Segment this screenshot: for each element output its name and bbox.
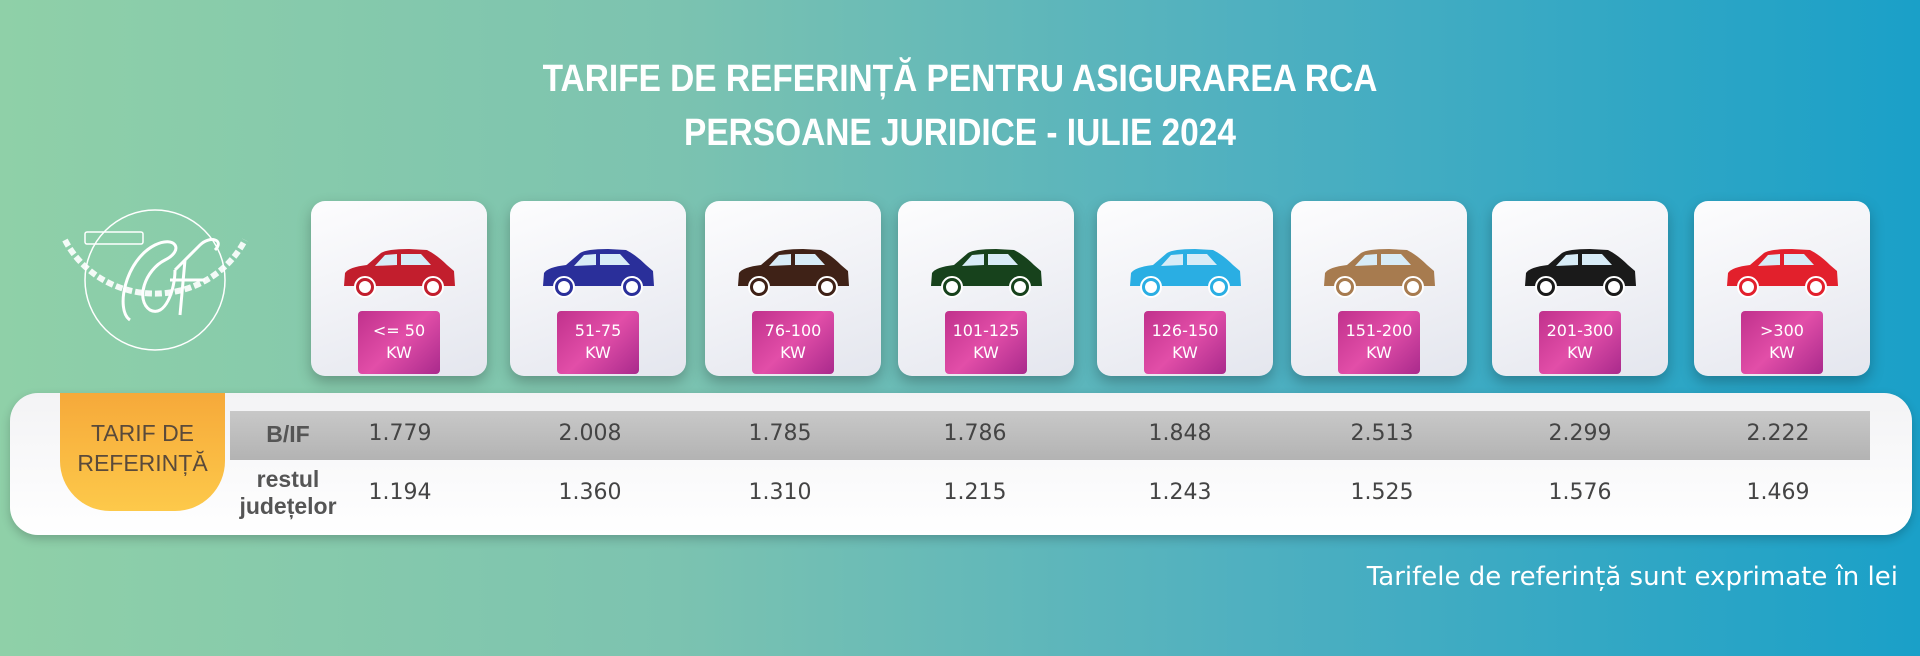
tariff-bif: 2.299: [1548, 421, 1612, 446]
tariff-bif: 1.785: [748, 421, 812, 446]
title-line-1: TARIFE DE REFERINȚĂ PENTRU ASIGURAREA RC…: [542, 58, 1378, 100]
power-unit: KW: [780, 343, 806, 362]
power-range-badge: 126-150 KW: [1144, 311, 1226, 374]
tariff-bif: 2.222: [1746, 421, 1810, 446]
tariff-bif: 1.779: [368, 421, 432, 446]
car-icon: [1130, 249, 1241, 298]
power-range-badge: 101-125 KW: [945, 311, 1027, 374]
row-label-other-counties: restul județelor: [228, 466, 348, 520]
power-unit: KW: [1567, 343, 1593, 362]
tariff-bif: 1.848: [1148, 421, 1212, 446]
asf-logo: [62, 209, 248, 351]
vehicle-category-card: 51-75 KW: [510, 201, 686, 376]
bif-row-stripe: [230, 411, 1870, 460]
power-range-badge: 51-75 KW: [557, 311, 639, 374]
car-icon: [931, 249, 1042, 298]
vehicle-category-card: <= 50 KW: [311, 201, 487, 376]
vehicle-category-card: 126-150 KW: [1097, 201, 1273, 376]
vehicle-category-card: 201-300 KW: [1492, 201, 1668, 376]
tariff-other-counties: 1.310: [748, 480, 812, 505]
car-icon: [1324, 249, 1435, 298]
power-unit: KW: [1172, 343, 1198, 362]
power-range: 51-75: [574, 321, 622, 340]
power-range-badge: 151-200 KW: [1338, 311, 1420, 374]
row-label-bif: B/IF: [266, 421, 310, 447]
power-unit: KW: [585, 343, 611, 362]
car-icon: [344, 249, 455, 298]
car-icon: [738, 249, 849, 298]
vehicle-category-card: 76-100 KW: [705, 201, 881, 376]
vehicle-category-card: >300 KW: [1694, 201, 1870, 376]
tariff-other-counties: 1.576: [1548, 480, 1612, 505]
tariff-other-counties: 1.215: [943, 480, 1007, 505]
tab-label: TARIF DE: [90, 420, 195, 446]
power-range: >300: [1760, 321, 1804, 340]
row-label-line: județelor: [239, 493, 337, 519]
power-range: 76-100: [764, 321, 822, 340]
power-range: 101-125: [952, 321, 1020, 340]
tariff-other-counties: 1.525: [1350, 480, 1414, 505]
row-label-line: restul: [256, 466, 320, 492]
currency-note: Tarifele de referință sunt exprimate în …: [1366, 562, 1898, 592]
power-range-badge: 76-100 KW: [752, 311, 834, 374]
power-range-badge: 201-300 KW: [1539, 311, 1621, 374]
power-unit: KW: [973, 343, 999, 362]
tariff-other-counties: 1.243: [1148, 480, 1212, 505]
car-icon: [543, 249, 654, 298]
vehicle-category-card: 151-200 KW: [1291, 201, 1467, 376]
car-icon: [1525, 249, 1636, 298]
power-range: 151-200: [1345, 321, 1413, 340]
tariff-other-counties: 1.469: [1746, 480, 1810, 505]
power-range: 201-300: [1546, 321, 1614, 340]
tab-label: REFERINȚĂ: [77, 450, 208, 476]
title-line-2: PERSOANE JURIDICE - IULIE 2024: [684, 112, 1236, 154]
power-unit: KW: [1366, 343, 1392, 362]
tariff-other-counties: 1.194: [368, 480, 432, 505]
reference-tariff-tab: TARIF DE REFERINȚĂ: [60, 393, 225, 511]
tariff-bif: 2.008: [558, 421, 622, 446]
vehicle-category-card: 101-125 KW: [898, 201, 1074, 376]
power-range: <= 50: [372, 321, 426, 340]
car-icon: [1727, 249, 1838, 298]
power-range-badge: >300 KW: [1741, 311, 1823, 374]
power-range-badge: <= 50 KW: [358, 311, 440, 374]
tariff-bif: 2.513: [1350, 421, 1414, 446]
power-unit: KW: [1769, 343, 1795, 362]
power-unit: KW: [386, 343, 412, 362]
tariff-bif: 1.786: [943, 421, 1007, 446]
tariff-other-counties: 1.360: [558, 480, 622, 505]
power-range: 126-150: [1151, 321, 1219, 340]
